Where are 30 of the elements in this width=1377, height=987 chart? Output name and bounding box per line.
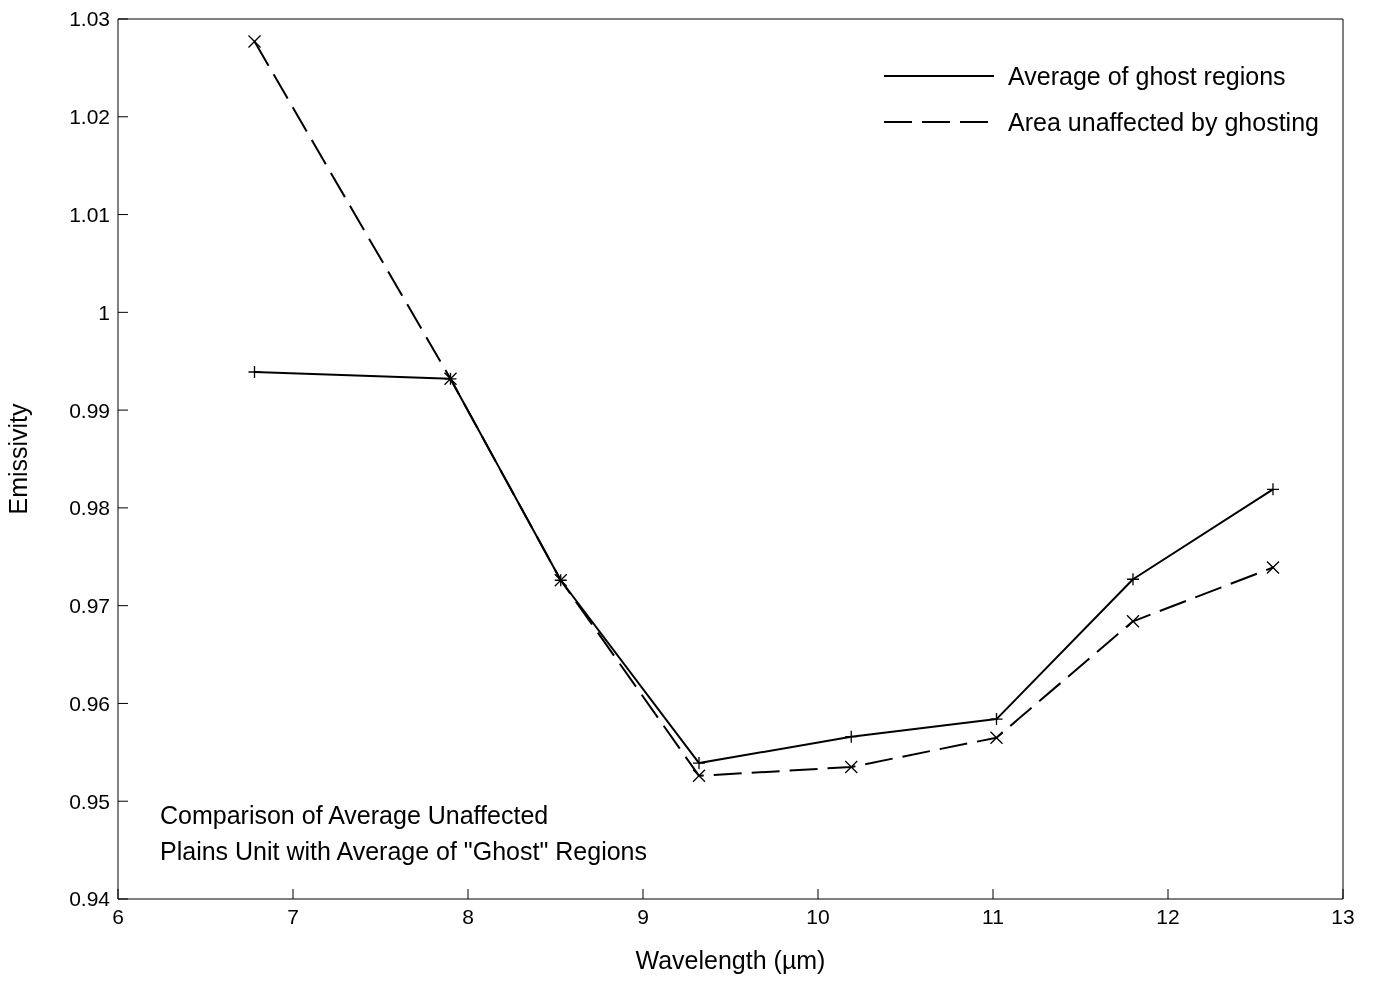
legend-label: Average of ghost regions (1008, 61, 1286, 91)
y-tick-label: 0.98 (69, 496, 110, 520)
x-tick-label: 10 (806, 904, 830, 928)
x-tick-label: 9 (637, 904, 649, 928)
y-tick-label: 0.99 (69, 398, 110, 422)
y-axis-title: Emissivity (3, 402, 32, 515)
y-tick-label: 1.01 (69, 203, 110, 227)
x-axis-title: Wavelength (µm) (635, 946, 826, 974)
y-tick-label: 1 (98, 300, 110, 324)
point (989, 731, 1004, 745)
x-tick-label: 11 (982, 904, 1004, 928)
point (247, 365, 262, 379)
annotation: Comparison of Average Unaffected Plains Unit with Average of "Ghost" Regions (160, 800, 647, 867)
y-tick-label: 0.96 (69, 691, 110, 715)
y-tick-label: 1.02 (69, 105, 110, 129)
y-tick-label: 1.03 (69, 7, 110, 31)
y-tick-label: 0.95 (69, 789, 110, 813)
point (692, 769, 706, 783)
x-tick-label: 13 (1331, 904, 1355, 928)
y-tick-label: 0.94 (69, 887, 111, 911)
x-tick-label: 7 (287, 904, 299, 928)
legend-label: Area unaffected by ghosting (1008, 107, 1319, 137)
point (1126, 614, 1140, 628)
point (844, 760, 858, 774)
point (247, 34, 262, 49)
point (1266, 560, 1280, 575)
y-tick-label: 0.97 (69, 594, 110, 618)
x-tick-label: 12 (1156, 904, 1180, 928)
x-tick-label: 6 (112, 904, 124, 928)
x-tick-label: 8 (462, 904, 474, 928)
